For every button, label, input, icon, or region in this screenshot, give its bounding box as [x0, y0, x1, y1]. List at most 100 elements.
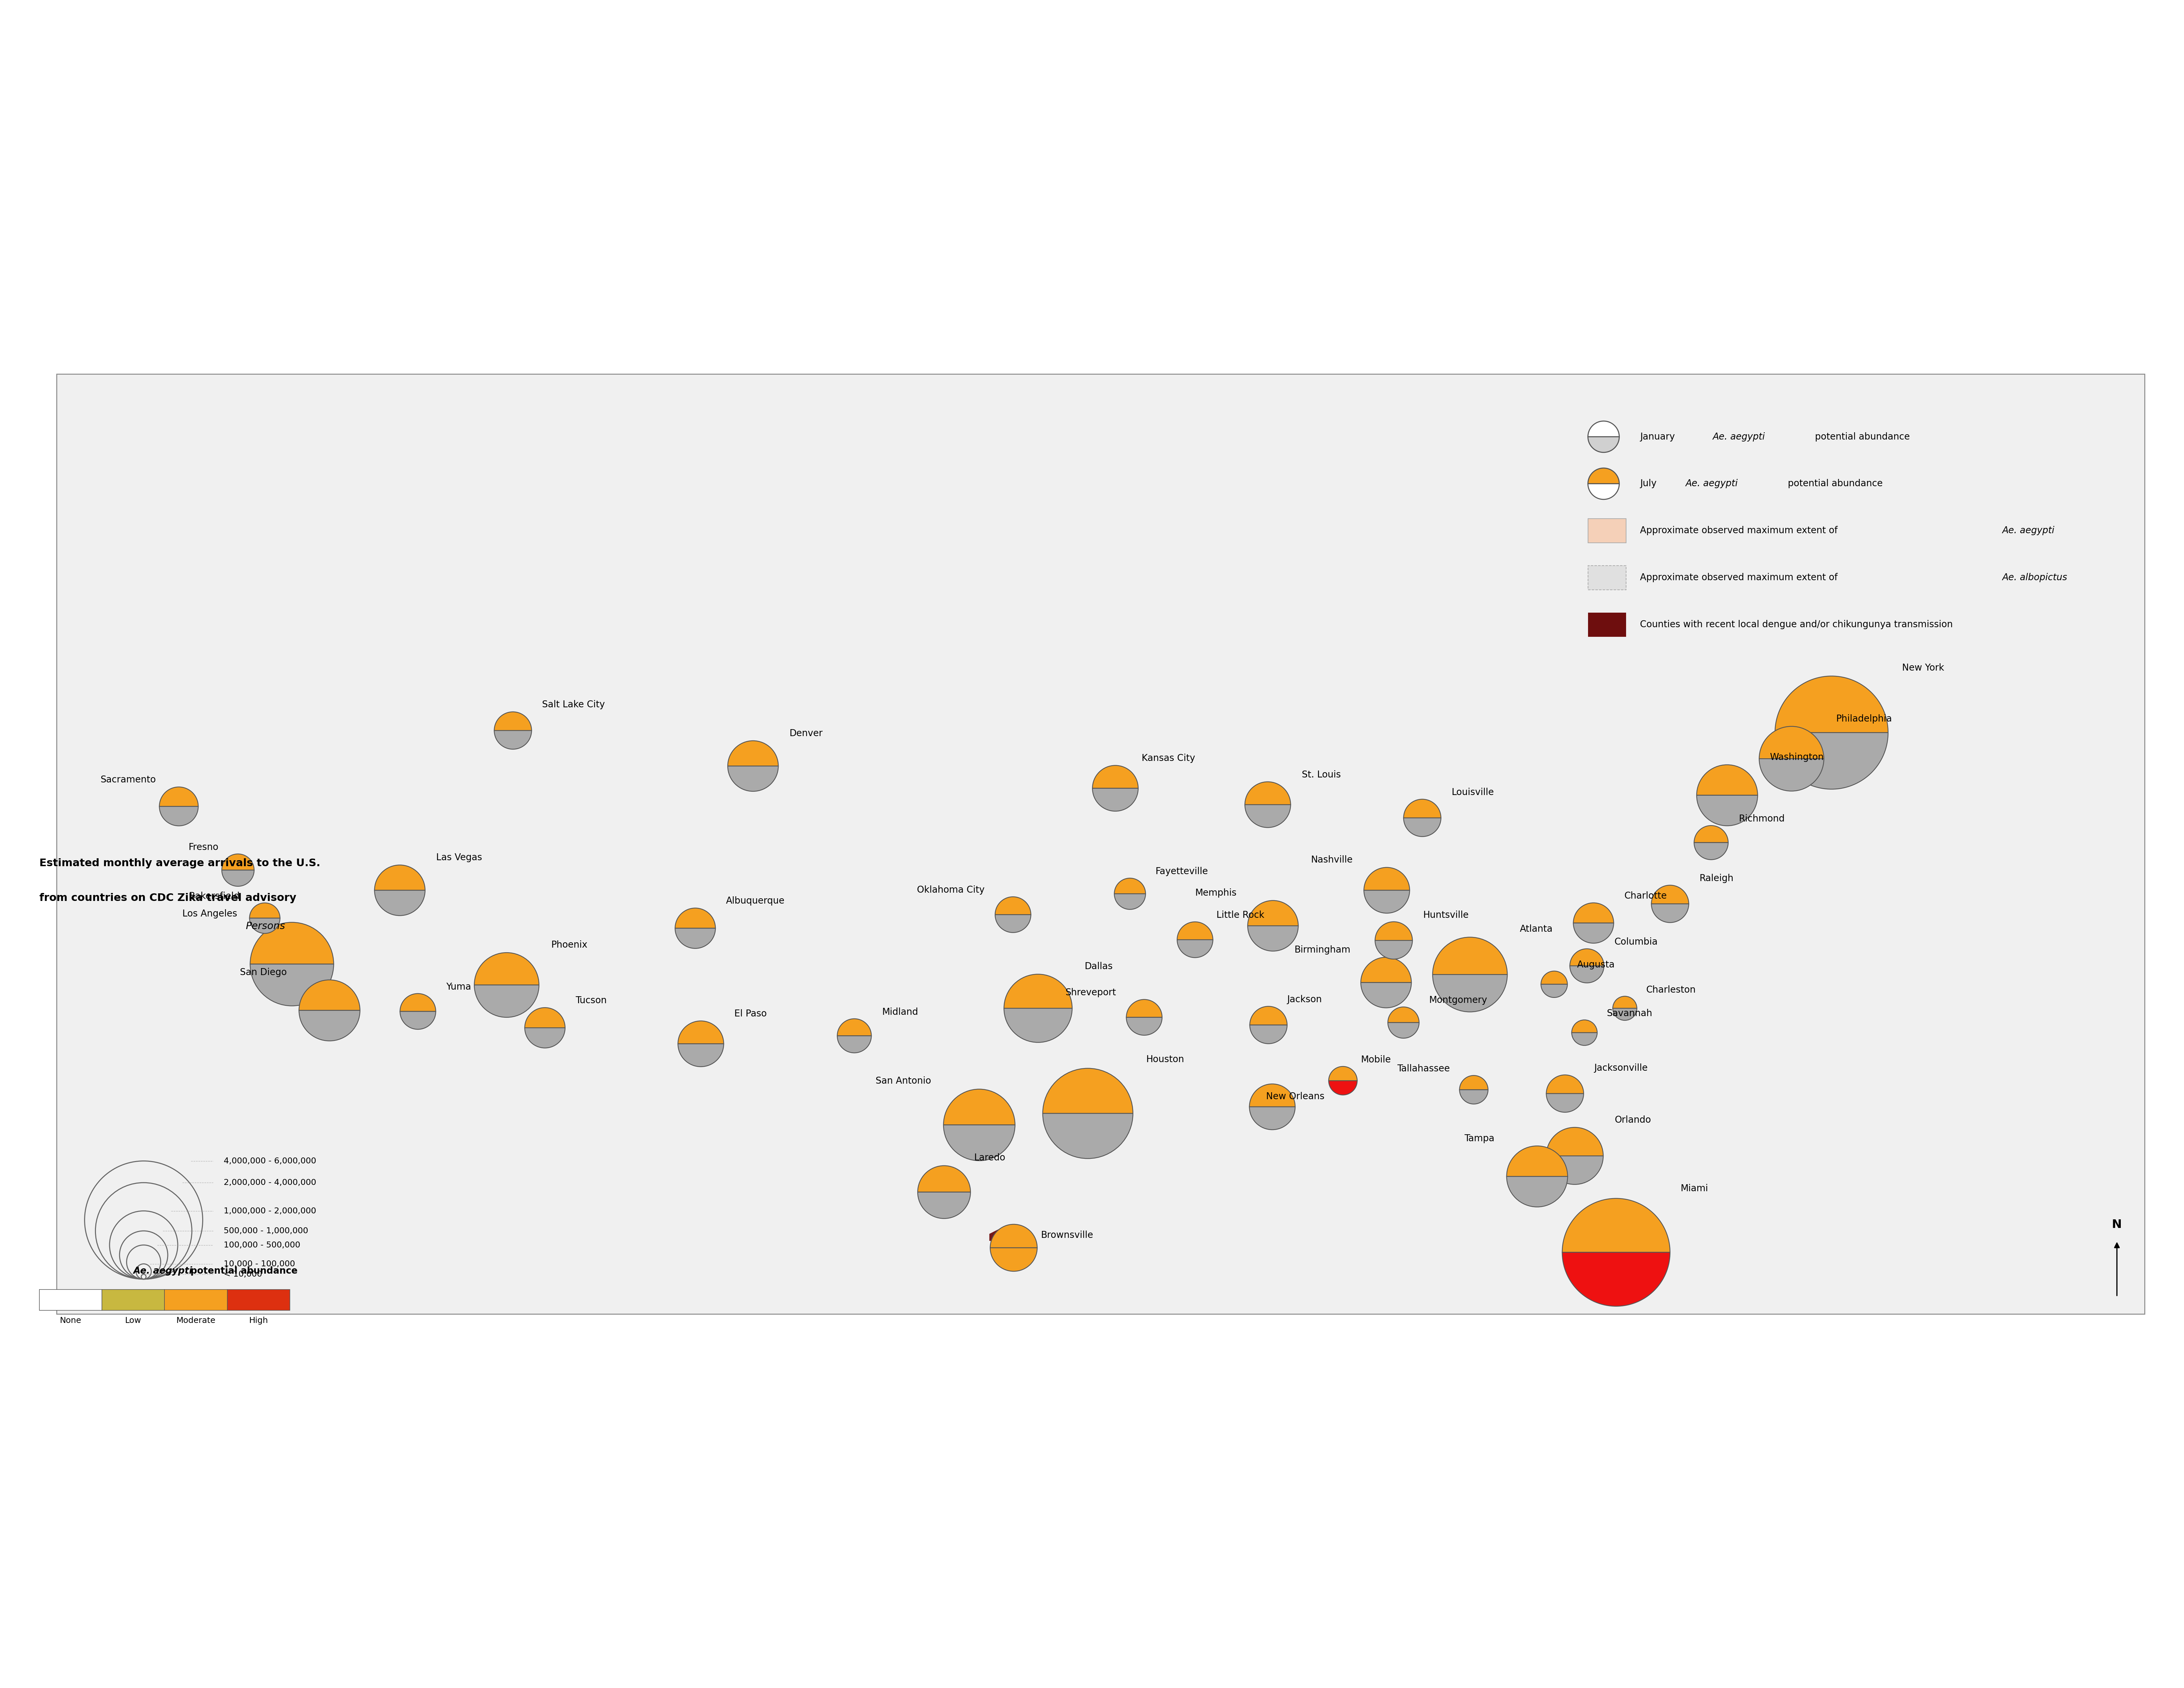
Polygon shape [1570, 1273, 1623, 1296]
Wedge shape [1588, 420, 1618, 437]
Polygon shape [666, 809, 1867, 1192]
Wedge shape [1245, 805, 1291, 827]
Wedge shape [1249, 1107, 1295, 1129]
Wedge shape [1572, 903, 1614, 923]
Wedge shape [1376, 940, 1413, 959]
Wedge shape [917, 1166, 970, 1192]
Wedge shape [1245, 782, 1291, 805]
Text: Miami: Miami [1679, 1183, 1708, 1193]
Text: Brownsville: Brownsville [1042, 1231, 1092, 1241]
Wedge shape [727, 766, 778, 792]
Wedge shape [1361, 957, 1411, 982]
Wedge shape [675, 928, 716, 949]
Wedge shape [373, 864, 426, 890]
Text: Washington: Washington [1769, 753, 1824, 761]
Wedge shape [1572, 923, 1614, 944]
Text: Estimated monthly average arrivals to the U.S.: Estimated monthly average arrivals to th… [39, 858, 321, 868]
Wedge shape [1005, 974, 1072, 1008]
Text: Ae. aegypti: Ae. aegypti [2003, 527, 2055, 535]
Bar [39, 1290, 103, 1310]
Bar [1588, 565, 1627, 589]
Text: 100,000 - 500,000: 100,000 - 500,000 [223, 1241, 299, 1249]
Wedge shape [1572, 1033, 1597, 1045]
Wedge shape [249, 903, 280, 918]
Text: from countries on CDC Zika travel advisory: from countries on CDC Zika travel adviso… [39, 893, 297, 903]
Text: Orlando: Orlando [1614, 1116, 1651, 1124]
Text: High: High [249, 1317, 269, 1325]
Text: potential abundance: potential abundance [1813, 432, 1909, 441]
Wedge shape [223, 854, 253, 869]
Wedge shape [1247, 925, 1297, 950]
Text: July: July [1640, 479, 1660, 488]
Wedge shape [251, 964, 334, 1006]
Wedge shape [996, 915, 1031, 932]
Wedge shape [1572, 1020, 1597, 1033]
Text: Fayetteville: Fayetteville [1155, 868, 1208, 876]
Wedge shape [1249, 1025, 1286, 1043]
Text: Little Rock: Little Rock [1216, 910, 1265, 920]
Wedge shape [1651, 885, 1688, 903]
Wedge shape [1776, 733, 1889, 790]
Text: Charlotte: Charlotte [1625, 891, 1666, 901]
Text: Columbia: Columbia [1614, 937, 1658, 947]
Text: Los Angeles: Los Angeles [183, 910, 238, 918]
Bar [1588, 518, 1627, 544]
Wedge shape [1507, 1177, 1568, 1207]
Wedge shape [474, 986, 539, 1018]
Wedge shape [917, 1192, 970, 1219]
Wedge shape [1114, 878, 1147, 893]
Wedge shape [524, 1028, 566, 1048]
Wedge shape [1542, 971, 1568, 984]
Text: potential abundance: potential abundance [1784, 479, 1883, 488]
Text: Mobile: Mobile [1361, 1055, 1391, 1065]
Text: Atlanta: Atlanta [1520, 925, 1553, 933]
Wedge shape [1776, 677, 1889, 733]
Wedge shape [494, 712, 531, 731]
Text: Richmond: Richmond [1738, 814, 1784, 824]
Text: El Paso: El Paso [734, 1009, 767, 1018]
Wedge shape [1588, 437, 1618, 452]
Wedge shape [1249, 1084, 1295, 1107]
Bar [103, 1290, 164, 1310]
Text: San Antonio: San Antonio [876, 1077, 930, 1085]
Wedge shape [1588, 484, 1618, 500]
Wedge shape [1758, 758, 1824, 792]
Text: Persons: Persons [247, 922, 286, 932]
Text: Raleigh: Raleigh [1699, 874, 1734, 883]
Wedge shape [1361, 982, 1411, 1008]
Wedge shape [675, 908, 716, 928]
Polygon shape [1583, 1227, 1627, 1280]
Wedge shape [400, 1011, 437, 1030]
Text: Yuma: Yuma [446, 982, 472, 991]
Polygon shape [989, 1227, 1029, 1244]
Text: 4,000,000 - 6,000,000: 4,000,000 - 6,000,000 [223, 1156, 317, 1165]
Wedge shape [1177, 940, 1212, 957]
Wedge shape [1042, 1069, 1133, 1114]
Wedge shape [989, 1247, 1037, 1271]
Text: Savannah: Savannah [1607, 1009, 1653, 1018]
Text: New York: New York [1902, 663, 1944, 672]
Text: Jacksonville: Jacksonville [1594, 1063, 1647, 1074]
Wedge shape [1363, 890, 1409, 913]
Wedge shape [1249, 1006, 1286, 1025]
Text: Houston: Houston [1147, 1055, 1184, 1063]
Wedge shape [996, 896, 1031, 915]
Wedge shape [1328, 1067, 1356, 1080]
Wedge shape [1507, 1146, 1568, 1177]
Text: Ae. aegypti: Ae. aegypti [1712, 432, 1765, 441]
Text: Salt Lake City: Salt Lake City [542, 701, 605, 709]
Wedge shape [1546, 1128, 1603, 1156]
Wedge shape [524, 1008, 566, 1028]
Text: Denver: Denver [788, 729, 823, 738]
Text: Oklahoma City: Oklahoma City [917, 886, 985, 895]
Wedge shape [1114, 893, 1147, 910]
Text: Memphis: Memphis [1195, 888, 1236, 898]
Wedge shape [1459, 1075, 1487, 1090]
Text: Huntsville: Huntsville [1422, 910, 1468, 920]
Bar [227, 1290, 290, 1310]
Text: St. Louis: St. Louis [1302, 770, 1341, 780]
Wedge shape [1127, 999, 1162, 1018]
Wedge shape [1546, 1075, 1583, 1094]
Text: Tampa: Tampa [1463, 1134, 1494, 1143]
Text: Montgomery: Montgomery [1428, 996, 1487, 1004]
